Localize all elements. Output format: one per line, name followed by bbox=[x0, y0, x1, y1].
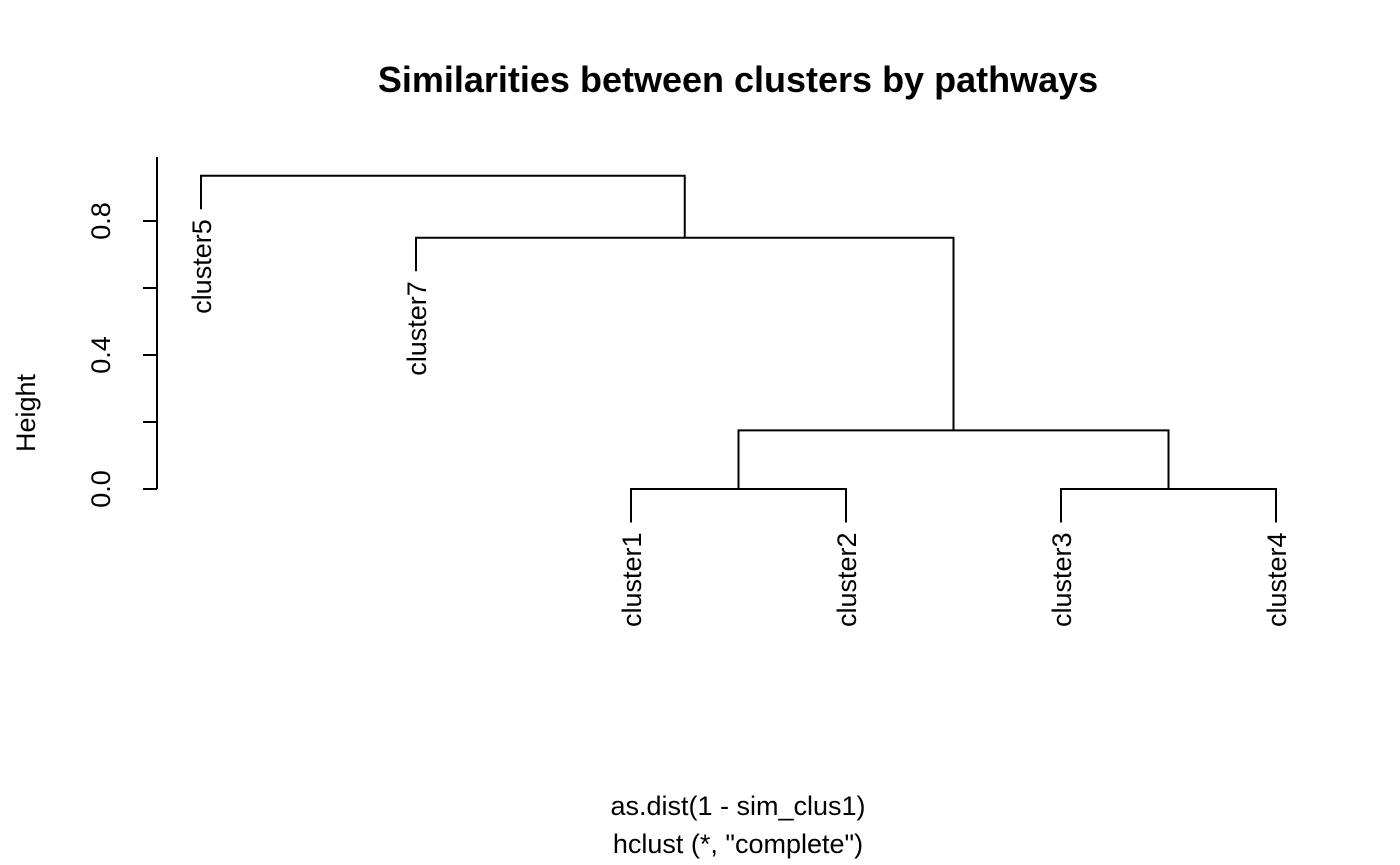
y-axis-label: Height bbox=[11, 373, 41, 452]
y-tick-label: 0.8 bbox=[86, 202, 116, 240]
y-tick-label: 0.4 bbox=[86, 336, 116, 374]
chart-title: Similarities between clusters by pathway… bbox=[378, 59, 1098, 100]
dendrogram-branch bbox=[200, 174, 686, 238]
y-tick-label: 0.0 bbox=[86, 470, 116, 508]
dendrogram-branch bbox=[737, 429, 1170, 489]
leaf-label: cluster5 bbox=[187, 219, 217, 314]
y-axis: 0.0 0.4 0.8 bbox=[86, 157, 158, 508]
x-axis-label: as.dist(1 - sim_clus1) bbox=[610, 791, 865, 821]
dendrogram-branch bbox=[415, 236, 955, 431]
dendrogram-tree bbox=[200, 174, 1277, 523]
dendrogram-branch bbox=[1060, 488, 1277, 523]
leaf-labels: cluster5 cluster7 cluster1 cluster2 cluster3… bbox=[187, 219, 1292, 627]
leaf-label: cluster4 bbox=[1262, 533, 1292, 628]
leaf-label: cluster7 bbox=[402, 281, 432, 376]
leaf-label: cluster1 bbox=[617, 533, 647, 628]
method-subtitle: hclust (*, "complete") bbox=[613, 829, 863, 859]
dendrogram-branch bbox=[630, 488, 847, 523]
leaf-label: cluster3 bbox=[1047, 533, 1077, 628]
leaf-label: cluster2 bbox=[832, 533, 862, 628]
